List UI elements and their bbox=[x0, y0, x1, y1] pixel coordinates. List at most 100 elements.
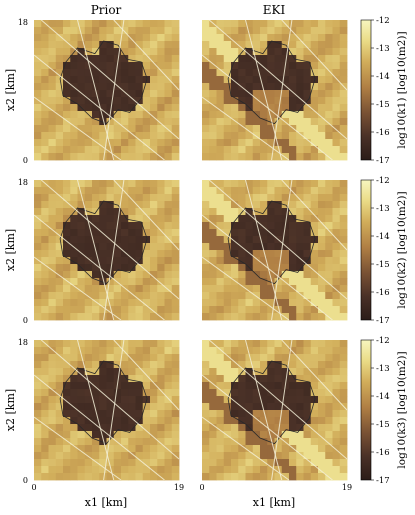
heatmap-cell bbox=[332, 229, 341, 237]
heatmap-cell bbox=[164, 473, 173, 481]
heatmap-cell bbox=[113, 34, 122, 42]
heatmap-cell bbox=[92, 236, 100, 244]
heatmap-cell bbox=[164, 139, 173, 147]
heatmap-cell bbox=[252, 438, 261, 446]
heatmap-cell bbox=[128, 90, 136, 98]
heatmap-cell bbox=[332, 396, 341, 404]
heatmap-cell bbox=[106, 194, 115, 202]
heatmap-cell bbox=[55, 215, 64, 223]
heatmap-cell bbox=[92, 153, 100, 161]
heatmap-cell bbox=[84, 396, 93, 404]
heatmap-cell bbox=[150, 69, 158, 77]
heatmap-cell bbox=[216, 76, 225, 84]
heatmap-cell bbox=[84, 97, 93, 105]
heatmap-cell bbox=[303, 90, 312, 98]
heatmap-cell bbox=[267, 180, 275, 188]
heatmap-cell bbox=[289, 306, 297, 314]
heatmap-cell bbox=[34, 396, 42, 404]
heatmap-cell bbox=[216, 347, 225, 355]
heatmap-cell bbox=[171, 55, 180, 63]
heatmap-cell bbox=[216, 389, 225, 397]
heatmap-cell bbox=[128, 313, 136, 321]
heatmap-cell bbox=[318, 354, 326, 362]
heatmap-cell bbox=[34, 368, 42, 376]
x-tick-left: 0 bbox=[31, 483, 36, 492]
heatmap-cell bbox=[303, 382, 312, 390]
heatmap-cell bbox=[325, 27, 333, 35]
heatmap-cell bbox=[63, 104, 71, 112]
heatmap-cell bbox=[157, 48, 165, 56]
heatmap-cell bbox=[289, 340, 297, 348]
heatmap-cell bbox=[318, 382, 326, 390]
heatmap-cell bbox=[113, 292, 122, 300]
heatmap-cell bbox=[289, 48, 297, 56]
heatmap-cell bbox=[48, 278, 57, 286]
heatmap-cell bbox=[325, 299, 333, 307]
heatmap-cell bbox=[296, 139, 304, 147]
heatmap-cell bbox=[267, 201, 275, 209]
heatmap-cell bbox=[70, 452, 78, 460]
heatmap-cell bbox=[92, 466, 100, 474]
heatmap-cell bbox=[142, 473, 151, 481]
heatmap-cell bbox=[245, 257, 254, 265]
heatmap-cell bbox=[289, 97, 297, 105]
heatmap-cell bbox=[77, 403, 86, 411]
heatmap-cell bbox=[48, 76, 57, 84]
heatmap-cell bbox=[260, 431, 268, 439]
heatmap-cell bbox=[325, 306, 333, 314]
heatmap-cell bbox=[164, 229, 173, 237]
heatmap-cell bbox=[142, 347, 151, 355]
heatmap-cell bbox=[55, 236, 64, 244]
heatmap-cell bbox=[164, 187, 173, 195]
heatmap-cell bbox=[99, 431, 107, 439]
heatmap-cell bbox=[128, 146, 136, 154]
heatmap-cell bbox=[106, 27, 115, 35]
heatmap-cell bbox=[142, 278, 151, 286]
heatmap-cell bbox=[121, 194, 129, 202]
fracture-line bbox=[113, 20, 179, 91]
heatmap-cell bbox=[274, 389, 283, 397]
heatmap-cell bbox=[296, 125, 304, 133]
heatmap-cell bbox=[63, 417, 71, 425]
heatmap-cell bbox=[289, 389, 297, 397]
heatmap-cell bbox=[48, 90, 57, 98]
heatmap-cell bbox=[142, 34, 151, 42]
heatmap-cell bbox=[223, 132, 232, 140]
heatmap-cell bbox=[231, 215, 239, 223]
heatmap-cell bbox=[150, 264, 158, 272]
heatmap-cell bbox=[303, 208, 312, 216]
heatmap-cell bbox=[223, 396, 232, 404]
heatmap-cell bbox=[325, 264, 333, 272]
heatmap-cell bbox=[41, 466, 49, 474]
heatmap-cell bbox=[41, 417, 49, 425]
heatmap-cell bbox=[318, 264, 326, 272]
heatmap-cell bbox=[245, 466, 254, 474]
heatmap-cell bbox=[128, 347, 136, 355]
fracture-line bbox=[103, 340, 125, 480]
heatmap-cell bbox=[113, 368, 122, 376]
heatmap-cell bbox=[92, 132, 100, 140]
heatmap-cell bbox=[41, 431, 49, 439]
heatmap-cell bbox=[252, 76, 261, 84]
heatmap-cell bbox=[318, 55, 326, 63]
heatmap-cell bbox=[92, 285, 100, 293]
heatmap-cell bbox=[318, 83, 326, 91]
heatmap-cell bbox=[267, 90, 275, 98]
heatmap-cell bbox=[121, 97, 129, 105]
heatmap-cell bbox=[121, 459, 129, 467]
heatmap-cell bbox=[55, 34, 64, 42]
heatmap-cell bbox=[164, 361, 173, 369]
heatmap-cell bbox=[150, 285, 158, 293]
heatmap-cell bbox=[274, 146, 283, 154]
heatmap-cell bbox=[252, 389, 261, 397]
heatmap-cell bbox=[55, 104, 64, 112]
heatmap-cell bbox=[289, 90, 297, 98]
heatmap-cell bbox=[150, 243, 158, 251]
heatmap-cell bbox=[238, 229, 246, 237]
heatmap-cell bbox=[77, 306, 86, 314]
heatmap-cell bbox=[260, 361, 268, 369]
heatmap-cell bbox=[281, 236, 290, 244]
heatmap-cell bbox=[164, 306, 173, 314]
heatmap-cell bbox=[245, 69, 254, 77]
